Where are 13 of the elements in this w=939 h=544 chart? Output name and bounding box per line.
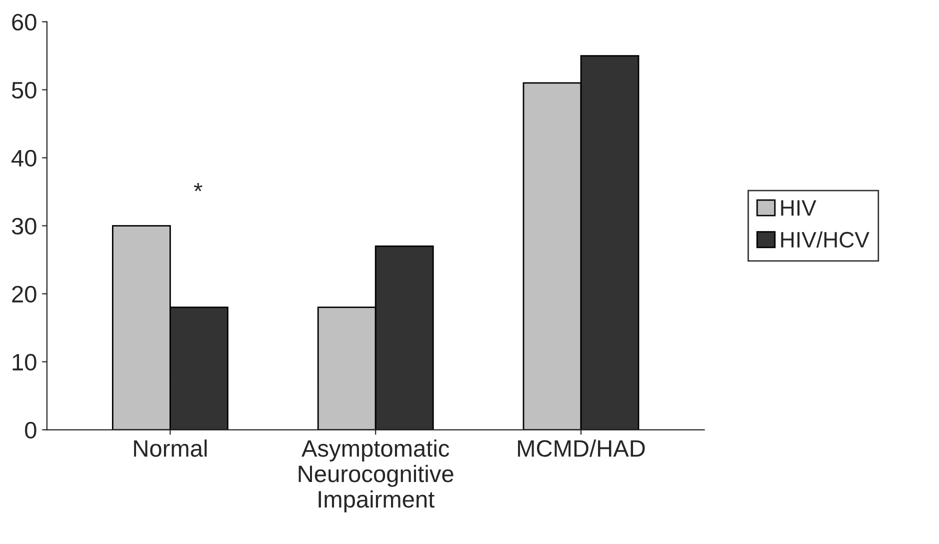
y-tick-label: 50 [12,82,36,99]
legend-label: HIV [781,200,816,216]
annotation: * [194,182,202,192]
y-tick-label: 30 [12,218,36,235]
x-tick-label: Normal [134,439,207,457]
x-tick-label: Asymptomatic Neurocognitive Impairment [298,439,454,512]
y-tick-label: 40 [12,150,36,167]
y-tick-label: 60 [12,14,36,31]
y-tick-label: 20 [12,286,36,303]
x-tick-label: MCMD/HAD [518,439,645,457]
legend-label: HIV/HCV [781,231,870,248]
y-tick-label: 10 [12,354,36,371]
y-tick-label: 0 [25,422,36,439]
